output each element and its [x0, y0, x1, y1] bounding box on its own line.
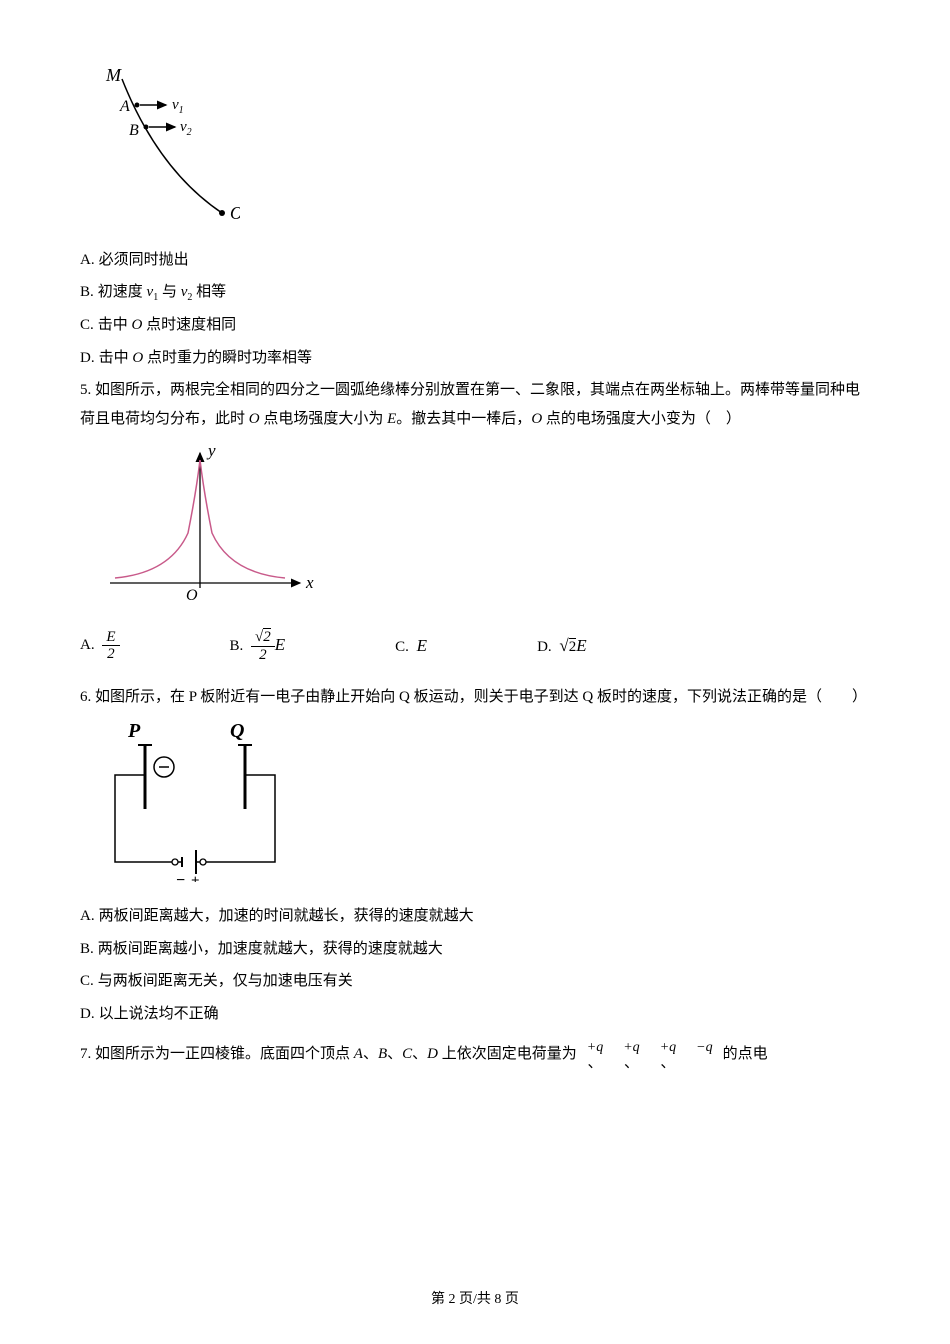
q6-opt-D: D.以上说法均不正确 [80, 1000, 870, 1029]
fig1-v1: v1 [172, 97, 184, 116]
fig2-x-label: x [305, 573, 314, 592]
q5-text: 5. 如图所示，两根完全相同的四分之一圆弧绝缘棒分别放置在第一、二象限，其端点在… [80, 376, 870, 433]
fig3-terminal-right [200, 859, 206, 865]
fig1-A-dot [135, 103, 140, 108]
q4-opt-D: D.击中 O 点时重力的瞬时功率相等 [80, 344, 870, 373]
q5-opt-C: C. E [395, 630, 427, 662]
fig2-y-label: y [206, 441, 216, 460]
fig1-O-label: O [230, 203, 240, 223]
fig3-neg-label: − [176, 872, 185, 882]
q4-opt-C: C.击中 O 点时速度相同 [80, 311, 870, 340]
q4-opt-B: B.初速度 v1 与 v2 相等 [80, 278, 870, 307]
fig3-wire-right [203, 775, 275, 862]
fig3-Q-label: Q [230, 720, 244, 742]
fig2-O-label: O [186, 587, 198, 604]
fig3-P-label: P [127, 720, 141, 742]
fig2-curve-right [200, 460, 285, 578]
q6-opt-A: A.两板间距离越大，加速的时间就越长，获得的速度就越大 [80, 902, 870, 931]
figure-q6: P Q − + [100, 717, 870, 893]
q5-opt-D: D. √2E [537, 630, 587, 662]
fig3-terminal-left [172, 859, 178, 865]
figure-q4: M A B v1 v2 O [100, 65, 870, 236]
q4-opt-A-text: 必须同时抛出 [99, 252, 189, 268]
fig1-A-label: A [119, 98, 130, 115]
page-footer: 第 2 页/共 8 页 [0, 1287, 950, 1314]
q7-text: 7. 如图所示为一正四棱锥。底面四个顶点 A、B、C、D 上依次固定电荷量为 +… [80, 1040, 870, 1072]
fig3-pos-label: + [191, 873, 200, 882]
q4-opt-A: A.必须同时抛出 [80, 246, 870, 275]
figure-q5: x y O [100, 438, 870, 619]
fig1-B-label: B [129, 122, 139, 139]
fig1-M-label: M [105, 65, 122, 85]
q6-text: 6. 如图所示，在 P 板附近有一电子由静止开始向 Q 板运动，则关于电子到达 … [80, 683, 870, 712]
q5-options: A. E2 B. √22E C. E D. √2E [80, 629, 870, 664]
fig1-B-dot [144, 125, 149, 130]
fig1-svg: M A B v1 v2 O [100, 65, 240, 225]
fig2-curve-left [115, 460, 200, 578]
q5-opt-A: A. E2 [80, 629, 120, 663]
q7-charges: +q、 +q、 +q、 −q [577, 1040, 723, 1072]
q6-opt-C: C.与两板间距离无关，仅与加速电压有关 [80, 967, 870, 996]
fig3-svg: P Q − + [100, 717, 300, 882]
fig2-svg: x y O [100, 438, 320, 608]
fig1-v2: v2 [180, 119, 192, 138]
q6-opt-B: B.两板间距离越小，加速度就越大，获得的速度就越大 [80, 935, 870, 964]
fig1-O-dot [219, 210, 225, 216]
q5-opt-B: B. √22E [230, 629, 286, 664]
